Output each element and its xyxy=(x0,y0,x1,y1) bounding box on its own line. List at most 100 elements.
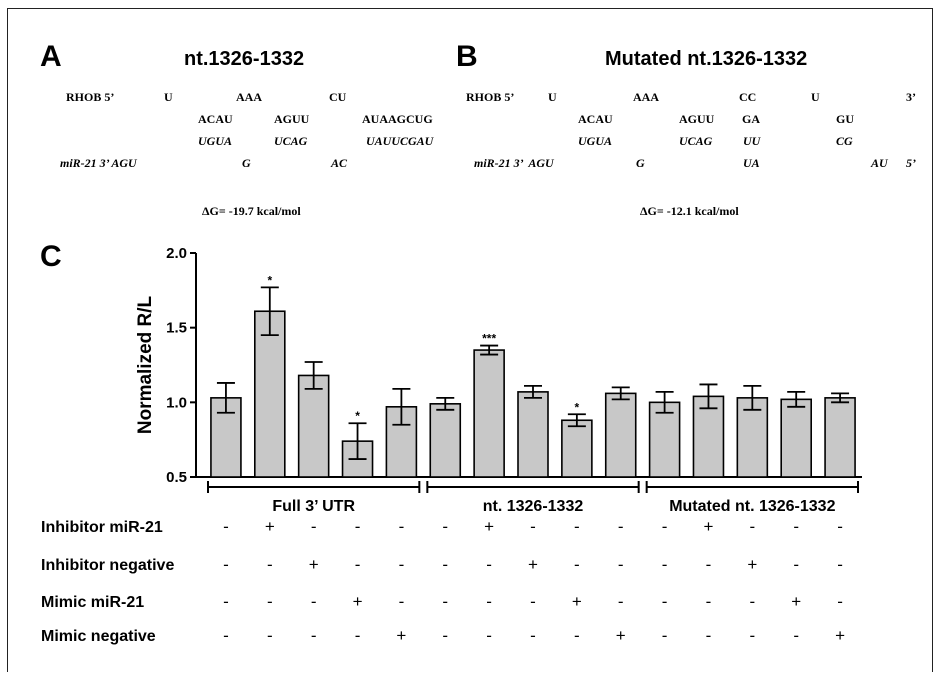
panel-b-alignment: RHOB 5’ U AAA CC U 3’ ACAU AGUU GA GU UGUA UCAG UU CG… xyxy=(466,90,926,180)
y-axis-label: Normalized R/L xyxy=(135,295,156,434)
condition-mark: - xyxy=(662,626,668,645)
panel-a-seq-cell: AGUU xyxy=(274,112,310,126)
panel-b-seq-cell: ACAU xyxy=(578,112,613,126)
condition-mark: - xyxy=(355,517,361,536)
group-label: Mutated nt. 1326-1332 xyxy=(669,498,835,515)
condition-mark: - xyxy=(837,592,843,611)
group-label: nt. 1326-1332 xyxy=(483,498,584,515)
condition-mark: - xyxy=(223,592,229,611)
condition-label: Inhibitor miR-21 xyxy=(41,519,163,536)
bar xyxy=(297,374,330,478)
panel-b-seq-cell: GU xyxy=(836,112,854,126)
condition-mark: - xyxy=(749,517,755,536)
condition-mark: - xyxy=(706,626,712,645)
panel-a-title: nt.1326-1332 xyxy=(184,48,305,70)
condition-mark: - xyxy=(618,555,624,574)
panel-b-title: Mutated nt.1326-1332 xyxy=(605,48,808,70)
condition-mark: - xyxy=(793,555,799,574)
panel-a-seq-cell: RHOB 5’ xyxy=(66,90,115,104)
condition-mark: - xyxy=(574,555,580,574)
condition-mark: - xyxy=(749,592,755,611)
panel-b-seq-cell: UU xyxy=(743,134,761,148)
condition-mark: + xyxy=(353,592,363,611)
condition-label: Mimic negative xyxy=(41,628,156,645)
condition-mark: + xyxy=(528,555,538,574)
y-tick-label: 1.0 xyxy=(166,394,187,411)
condition-mark: - xyxy=(662,592,668,611)
panel-b-seq-cell: AAA xyxy=(633,90,659,104)
y-tick-label: 0.5 xyxy=(166,469,187,486)
condition-mark: - xyxy=(267,555,273,574)
condition-mark: + xyxy=(309,555,319,574)
panel-a-seq-cell: G xyxy=(242,156,251,170)
group-label: Full 3’ UTR xyxy=(272,498,355,515)
condition-mark: - xyxy=(486,555,492,574)
condition-mark: - xyxy=(837,555,843,574)
panel-b-seq-cell: AGUU xyxy=(679,112,715,126)
bar xyxy=(561,419,593,478)
panel-b-seq-cell: GA xyxy=(742,112,760,126)
condition-mark: - xyxy=(749,626,755,645)
significance-mark: * xyxy=(355,409,360,423)
condition-mark: - xyxy=(311,592,317,611)
panel-b-seq-cell: 5’ xyxy=(906,156,916,170)
panel-b-seq-cell: UCAG xyxy=(679,134,713,148)
panel-a-seq-cell: UCAG xyxy=(274,134,308,148)
panel-b-seq-cell: miR-21 3’ AGU xyxy=(474,156,554,170)
bar xyxy=(648,401,681,478)
condition-mark: - xyxy=(311,517,317,536)
condition-mark: - xyxy=(442,517,448,536)
condition-mark: - xyxy=(706,555,712,574)
condition-mark: - xyxy=(618,592,624,611)
condition-mark: - xyxy=(399,517,405,536)
condition-mark: - xyxy=(530,517,536,536)
bar xyxy=(692,395,725,478)
condition-mark: - xyxy=(530,592,536,611)
panel-a-seq-cell: UGUA xyxy=(198,134,233,148)
panel-b-seq-cell: CC xyxy=(739,90,757,104)
y-tick-label: 1.5 xyxy=(166,320,187,337)
panel-c-letter: C xyxy=(40,240,62,273)
condition-mark: - xyxy=(355,555,361,574)
condition-mark: - xyxy=(223,517,229,536)
panel-a-alignment: RHOB 5’ U AAA CU ACAU AGUU AUAAGCUG UGUA UCAG UAU… xyxy=(60,90,446,180)
condition-mark: + xyxy=(396,626,406,645)
condition-mark: + xyxy=(791,592,801,611)
panel-b-seq-cell: UGUA xyxy=(578,134,613,148)
condition-mark: - xyxy=(267,626,273,645)
condition-mark: - xyxy=(662,517,668,536)
panel-b-seq-cell: AU xyxy=(871,156,888,170)
significance-mark: *** xyxy=(482,332,496,346)
panel-b-seq-cell: U xyxy=(811,90,820,104)
condition-mark: + xyxy=(265,517,275,536)
condition-mark: - xyxy=(837,517,843,536)
panel-a-seq-cell: miR-21 3’ AGU xyxy=(60,156,137,170)
condition-mark: + xyxy=(747,555,757,574)
panel-a-seq-cell: ACAU xyxy=(198,112,233,126)
condition-mark: - xyxy=(618,517,624,536)
condition-mark: + xyxy=(616,626,626,645)
condition-mark: - xyxy=(530,626,536,645)
bar xyxy=(254,310,286,478)
condition-mark: - xyxy=(355,626,361,645)
significance-mark: * xyxy=(575,400,580,414)
panel-b-seq-cell: UA xyxy=(743,156,760,170)
panel-a-seq-cell: AUAAGCUG xyxy=(362,112,433,126)
condition-mark: - xyxy=(574,517,580,536)
condition-mark: - xyxy=(442,592,448,611)
figure-frame xyxy=(7,8,933,672)
condition-mark: + xyxy=(572,592,582,611)
condition-mark: - xyxy=(223,626,229,645)
condition-mark: + xyxy=(835,626,845,645)
condition-mark: - xyxy=(399,592,405,611)
condition-mark: - xyxy=(399,555,405,574)
condition-label: Mimic miR-21 xyxy=(41,594,144,611)
panel-b-seq-cell: U xyxy=(548,90,557,104)
condition-mark: - xyxy=(793,626,799,645)
condition-mark: - xyxy=(267,592,273,611)
bar xyxy=(780,398,813,478)
panel-a-seq-cell: U xyxy=(164,90,173,104)
condition-mark: - xyxy=(486,592,492,611)
condition-mark: - xyxy=(793,517,799,536)
y-tick-label: 2.0 xyxy=(166,245,187,262)
